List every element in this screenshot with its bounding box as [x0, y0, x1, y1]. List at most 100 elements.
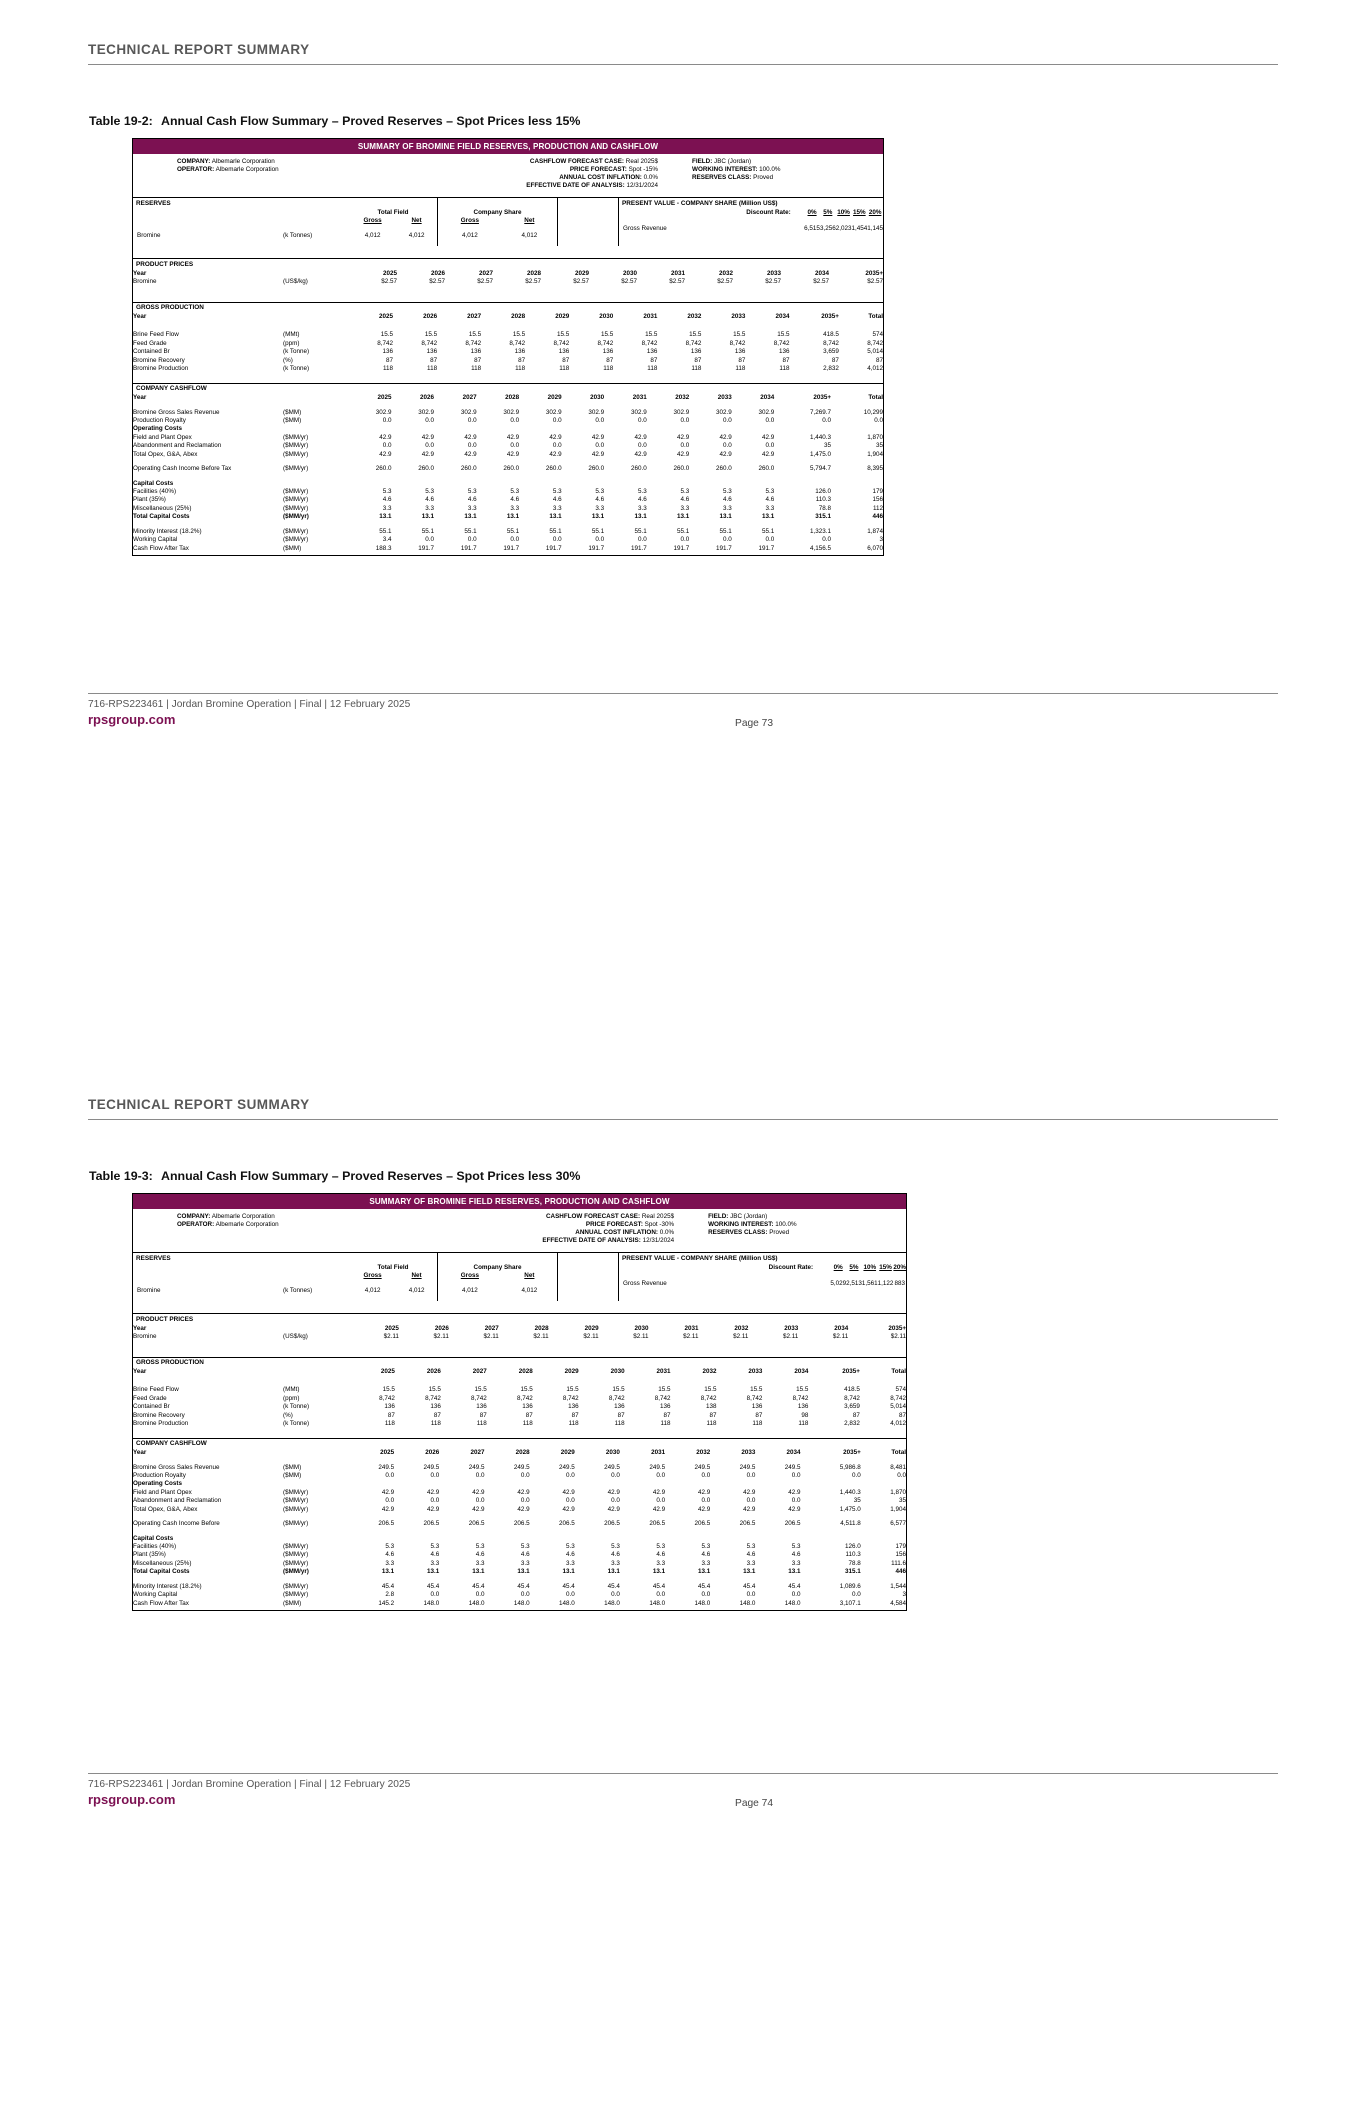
gp-r1-v8: 8,742 — [746, 1394, 763, 1402]
cc-r6-v2: 206.5 — [468, 1520, 485, 1528]
gp-r3-v7: 87 — [709, 1411, 717, 1419]
gp-r3-v5: 87 — [606, 356, 614, 364]
report-page-2: TECHNICAL REPORT SUMMARY Table 19-3: Annu… — [0, 1055, 1365, 2110]
cc-r9-v2: 4.6 — [475, 1551, 485, 1559]
cc-r0-v5: 249.5 — [604, 1463, 620, 1471]
gp-r1-v2: 8,742 — [471, 1394, 487, 1402]
cc-year-row: Year 2025 2026 2027 2028 2029 2030 2031 2032 203… — [133, 1449, 906, 1457]
cc-row-unit: ($MM/yr) — [283, 527, 309, 535]
gp-year-1: 2026 — [423, 313, 438, 321]
table-number: Table 19-3: — [89, 1169, 153, 1183]
cc-r1-v8: 0.0 — [723, 417, 732, 425]
cc-r3-v5: 42.9 — [591, 433, 605, 441]
cc-r6-v1: 206.5 — [423, 1520, 440, 1528]
cc-r2-v3 — [484, 1480, 529, 1488]
pp-value-0: $2.11 — [383, 1332, 399, 1340]
gp-row-name: Bromine Production — [133, 1420, 189, 1428]
cc-year-9: 2034 — [760, 394, 775, 402]
footer-brand[interactable]: rpsgroup.com — [88, 712, 176, 727]
cc-r11-v5: 13.1 — [607, 1568, 620, 1576]
discount-rate-label: Discount Rate: — [746, 208, 791, 216]
cc-r11-v5: 13.1 — [591, 513, 605, 521]
cc-r6-v2: 260.0 — [460, 465, 477, 473]
gp-r2-v9: 136 — [797, 1403, 809, 1411]
gp-r2-v6: 136 — [646, 348, 658, 356]
table-row: Minority Interest (18.2%) ($MM/yr) 55.1 5… — [133, 527, 883, 535]
cc-r3-v3: 42.9 — [506, 433, 520, 441]
cc-r8-v6: 5.3 — [656, 1543, 666, 1551]
cc-row-name: Abandonment and Reclamation — [133, 442, 222, 450]
cc-r1-v7: 0.0 — [701, 1472, 711, 1480]
meta-cost-inflation: ANNUAL COST INFLATION: 0.0% — [575, 1229, 675, 1237]
table-row: Working Capital ($MM/yr) 3.4 0.0 0.0 0.0 0.0… — [133, 535, 883, 543]
gp-r0-v3: 15.5 — [512, 331, 526, 339]
cc-r11-v0: 13.1 — [379, 513, 392, 521]
cc-r6-v0: 260.0 — [375, 465, 392, 473]
table-row: Feed Grade (ppm) 8,742 8,742 8,742 8,742 8,7… — [133, 1394, 906, 1402]
cc-r1-v6: 0.0 — [637, 417, 647, 425]
gp-r4-v8: 118 — [752, 1420, 763, 1428]
cs-net-value: 4,012 — [521, 232, 538, 240]
cc-r1-v6: 0.0 — [656, 1472, 666, 1480]
gp-r1-v6: 8,742 — [641, 339, 658, 347]
pp-value-8: $2.57 — [765, 277, 781, 285]
cc-row-name: Production Royalty — [133, 1472, 186, 1480]
cc-r9-v9: 4.6 — [765, 496, 775, 504]
table-row: Abandonment and Reclamation ($MM/yr) 0.0… — [133, 442, 883, 450]
footer-page-number: Page 74 — [735, 1798, 773, 1809]
cc-r12-v0: 45.4 — [381, 1582, 395, 1590]
cc-r7-v7 — [647, 479, 690, 487]
cc-r5-v4: 42.9 — [549, 450, 562, 458]
meta-operator: OPERATOR: Albemarle Corporation — [177, 166, 279, 174]
gp-r0-v9: 15.5 — [777, 331, 790, 339]
cc-r0-v6: 249.5 — [649, 1463, 666, 1471]
gp-row-unit: (k Tonne) — [283, 1420, 310, 1428]
gp-year-0: 2025 — [379, 313, 394, 321]
pp-year-4: 2029 — [584, 1324, 599, 1332]
cc-r6-v9: 260.0 — [758, 465, 775, 473]
gp-r1-v1: 8,742 — [425, 1394, 441, 1402]
cc-r11-v6: 13.1 — [634, 513, 647, 521]
reserves-box: RESERVES Total Field Gross Net Bromine (… — [133, 1253, 438, 1302]
pp-year-10: 2035+ — [865, 269, 883, 277]
cc-r9-v7: 4.6 — [680, 496, 690, 504]
cc-r2-v4 — [519, 425, 562, 433]
pp-row-name: Bromine — [133, 277, 157, 285]
cc-r13-total: 3 — [879, 536, 883, 544]
gp-year-0: 2025 — [380, 1368, 395, 1376]
pp-value-4: $2.57 — [573, 277, 589, 285]
reserves-row: Bromine (k Tonnes) 4,012 4,012 — [133, 232, 437, 240]
page-header: TECHNICAL REPORT SUMMARY — [88, 42, 1278, 65]
cc-r7-v5 — [575, 1534, 620, 1542]
pp-value-9: $2.57 — [813, 277, 829, 285]
cc-r10-v2: 3.3 — [467, 504, 477, 512]
pv-value-1: 3,256 — [819, 224, 836, 232]
gp-r0-v4: 15.5 — [556, 331, 570, 339]
cc-r8-v4: 5.3 — [566, 1543, 575, 1551]
meta-operator: OPERATOR: Albemarle Corporation — [177, 1221, 279, 1229]
gp-r3-v3: 87 — [518, 356, 526, 364]
footer-brand[interactable]: rpsgroup.com — [88, 1792, 176, 1807]
gp-r2-v6: 136 — [660, 1403, 671, 1411]
gp-r1-v9: 8,742 — [773, 339, 790, 347]
gp-r2-v7: 138 — [705, 1403, 717, 1411]
cc-row-name: Operating Costs — [133, 425, 182, 433]
gp-r1-v3: 8,742 — [509, 339, 526, 347]
page-header-title: TECHNICAL REPORT SUMMARY — [88, 42, 310, 57]
cc-row-unit: ($MM) — [283, 1599, 302, 1607]
pp-year-5: 2030 — [622, 269, 637, 277]
cc-year-0: 2025 — [377, 394, 392, 402]
cc-r10-v4: 3.3 — [552, 504, 562, 512]
cc-r1-v4: 0.0 — [552, 417, 562, 425]
cc-r6-v1: 260.0 — [418, 465, 435, 473]
product-prices-label: PRODUCT PRICES — [136, 260, 194, 268]
product-prices-section-2: PRODUCT PRICES Year 2025 2026 2027 2028 2029… — [133, 1313, 906, 1357]
cc-r10-v0: 3.3 — [382, 504, 392, 512]
cc-row-name: Total Opex, G&A, Abex — [133, 1505, 198, 1513]
cc-r1-v3: 0.0 — [510, 417, 520, 425]
meta-forecast-case: CASHFLOW FORECAST CASE: Real 2025$ — [529, 158, 658, 166]
cc-r1-v0: 0.0 — [382, 417, 392, 425]
pv-row: Gross Revenue 5,029 2,513 1,561 1,122 883 — [619, 1279, 906, 1287]
cc-r12-v10: 1,323.1 — [809, 527, 831, 535]
gp-year-6: 2031 — [643, 313, 658, 321]
